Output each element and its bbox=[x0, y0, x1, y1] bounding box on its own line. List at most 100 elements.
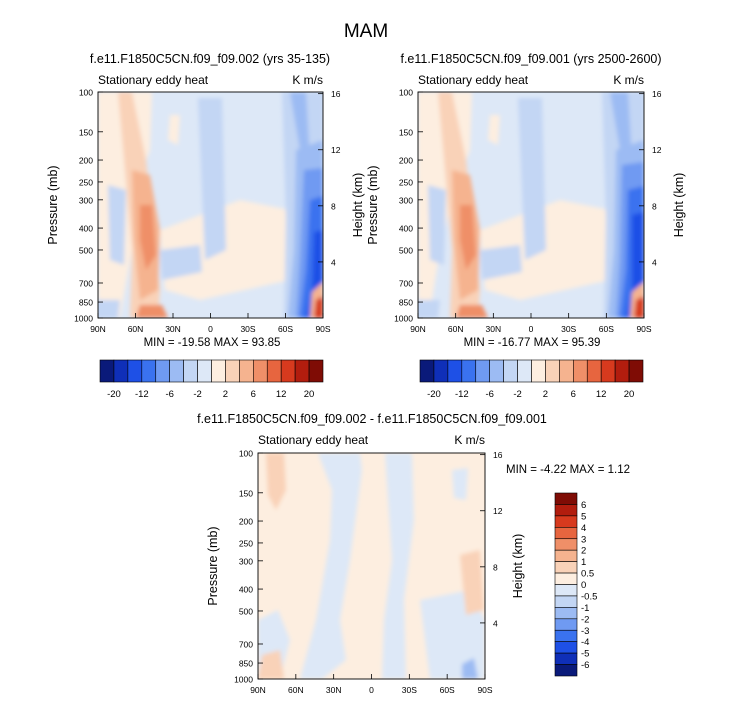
colorbar-swatch bbox=[600, 359, 616, 383]
colorbar-swatch bbox=[239, 359, 254, 383]
colorbar-swatch bbox=[308, 359, 324, 383]
x-tick-label: 60N bbox=[288, 685, 304, 695]
colorbar-label: 2 bbox=[223, 389, 228, 400]
colorbar-label: -5 bbox=[581, 649, 589, 660]
colorbar-label: -20 bbox=[427, 389, 441, 400]
colorbar-label: -2 bbox=[581, 614, 589, 625]
colorbar-swatch bbox=[294, 359, 310, 383]
y-tick-label: 850 bbox=[399, 298, 413, 308]
panel-3-ylabel: Pressure (mb) bbox=[206, 526, 220, 605]
x-tick-label: 0 bbox=[369, 685, 374, 695]
colorbar-swatch bbox=[475, 359, 490, 383]
x-tick-label: 90N bbox=[250, 685, 266, 695]
height-tick-label: 4 bbox=[493, 618, 498, 628]
y-tick-label: 500 bbox=[239, 606, 253, 616]
colorbar-label: -4 bbox=[581, 637, 589, 648]
panel-3-stats: MIN = -4.22 MAX = 1.12 bbox=[506, 464, 630, 476]
colorbar-label: 20 bbox=[304, 389, 315, 400]
colorbar-panel-2: -20 -12 -6 -2 2 6 12 20 bbox=[419, 359, 644, 400]
panel-1-title: f.e11.F1850C5CN.f09_f09.002 (yrs 35-135) bbox=[90, 52, 330, 66]
x-tick-label: 30N bbox=[326, 685, 342, 695]
y-tick-label: 850 bbox=[79, 298, 93, 308]
panel-3-ylabel-right: Height (km) bbox=[511, 534, 525, 599]
panel-2: f.e11.F1850C5CN.f09_f09.001 (yrs 2500-26… bbox=[366, 52, 686, 349]
x-tick-label: 0 bbox=[529, 324, 534, 334]
y-tick-label: 150 bbox=[239, 488, 253, 498]
colorbar-swatch bbox=[554, 561, 578, 574]
x-tick-label: 30S bbox=[402, 685, 417, 695]
colorbar-swatch bbox=[517, 359, 532, 383]
x-tick-label: 60N bbox=[448, 324, 464, 334]
colorbar-swatch bbox=[225, 359, 240, 383]
colorbar-label: 3 bbox=[581, 534, 586, 545]
colorbar-label: 5 bbox=[581, 511, 586, 522]
colorbar-swatch bbox=[554, 652, 578, 665]
colorbar-label: 0 bbox=[581, 580, 586, 591]
colorbar-label: 6 bbox=[571, 389, 576, 400]
colorbar-label: 2 bbox=[581, 546, 586, 557]
x-tick-label: 0 bbox=[208, 324, 213, 334]
y-tick-label: 100 bbox=[399, 88, 413, 98]
colorbar-swatch bbox=[554, 527, 578, 540]
y-tick-label: 250 bbox=[79, 177, 93, 187]
colorbar-swatch bbox=[554, 629, 578, 642]
panel-2-field bbox=[418, 92, 644, 318]
colorbar-swatch bbox=[545, 359, 560, 383]
panel-3-variable: Stationary eddy heat bbox=[258, 433, 369, 447]
y-tick-label: 1000 bbox=[74, 314, 93, 324]
colorbar-swatch bbox=[554, 504, 578, 517]
colorbar-swatch bbox=[419, 359, 435, 383]
y-tick-label: 100 bbox=[239, 449, 253, 459]
height-tick-label: 4 bbox=[652, 257, 657, 267]
x-tick-label: 60S bbox=[278, 324, 293, 334]
height-tick-label: 8 bbox=[493, 562, 498, 572]
colorbar-swatch bbox=[554, 641, 578, 654]
y-tick-label: 500 bbox=[399, 245, 413, 255]
panel-2-units: K m/s bbox=[613, 73, 644, 87]
colorbar-swatch bbox=[447, 359, 463, 383]
colorbar-label: 12 bbox=[596, 389, 607, 400]
colorbar-label: -1 bbox=[581, 603, 589, 614]
colorbar-swatch bbox=[183, 359, 198, 383]
colorbar-swatch bbox=[554, 549, 578, 562]
colorbar-label: 0.5 bbox=[581, 569, 594, 580]
colorbar-swatch bbox=[141, 359, 157, 383]
colorbar-swatch bbox=[554, 492, 578, 505]
colorbar-swatch bbox=[280, 359, 296, 383]
y-tick-label: 700 bbox=[79, 278, 93, 288]
y-tick-label: 250 bbox=[399, 177, 413, 187]
panel-3-field bbox=[258, 453, 485, 679]
colorbar-swatch bbox=[531, 359, 546, 383]
colorbar-swatch bbox=[614, 359, 630, 383]
colorbar-swatch bbox=[628, 359, 644, 383]
y-tick-label: 400 bbox=[79, 224, 93, 234]
colorbar-label: 6 bbox=[581, 500, 586, 511]
y-tick-label: 200 bbox=[79, 156, 93, 166]
colorbar-swatch bbox=[554, 607, 578, 620]
panel-1: f.e11.F1850C5CN.f09_f09.002 (yrs 35-135)… bbox=[46, 52, 365, 349]
colorbar-panel-1: -20 -12 -6 -2 2 6 12 20 bbox=[99, 359, 324, 400]
colorbar-swatch bbox=[586, 359, 602, 383]
height-tick-label: 16 bbox=[493, 450, 503, 460]
x-tick-label: 30S bbox=[240, 324, 255, 334]
colorbar-swatch bbox=[266, 359, 282, 383]
colorbar-swatch bbox=[554, 618, 578, 631]
colorbar-label: -2 bbox=[513, 389, 521, 400]
y-tick-label: 400 bbox=[399, 224, 413, 234]
colorbar-label: 2 bbox=[543, 389, 548, 400]
colorbar-swatch bbox=[554, 572, 578, 585]
x-tick-label: 60S bbox=[440, 685, 455, 695]
x-tick-label: 30N bbox=[165, 324, 181, 334]
colorbar-swatch bbox=[554, 664, 578, 677]
height-tick-label: 16 bbox=[652, 89, 662, 99]
x-tick-label: 90S bbox=[477, 685, 492, 695]
y-tick-label: 700 bbox=[239, 639, 253, 649]
colorbar-label: -12 bbox=[135, 389, 149, 400]
colorbar-swatch bbox=[155, 359, 170, 383]
colorbar-label: -3 bbox=[581, 626, 589, 637]
y-tick-label: 150 bbox=[399, 127, 413, 137]
